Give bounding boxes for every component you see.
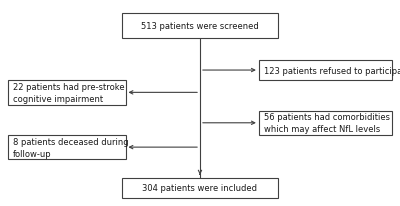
Text: 513 patients were screened: 513 patients were screened	[141, 22, 259, 31]
Text: 304 patients were included: 304 patients were included	[142, 183, 258, 192]
Bar	[122, 178, 278, 198]
Bar	[259, 61, 392, 81]
Bar	[8, 135, 126, 159]
Text: 8 patients deceased during
follow-up: 8 patients deceased during follow-up	[13, 137, 128, 158]
Bar	[259, 111, 392, 135]
Bar	[122, 14, 278, 38]
Text: 123 patients refused to participate: 123 patients refused to participate	[264, 66, 400, 75]
Text: 56 patients had comorbidities
which may affect NfL levels: 56 patients had comorbidities which may …	[264, 113, 390, 133]
Text: 22 patients had pre-stroke
cognitive impairment: 22 patients had pre-stroke cognitive imp…	[13, 83, 124, 103]
Bar	[8, 81, 126, 105]
